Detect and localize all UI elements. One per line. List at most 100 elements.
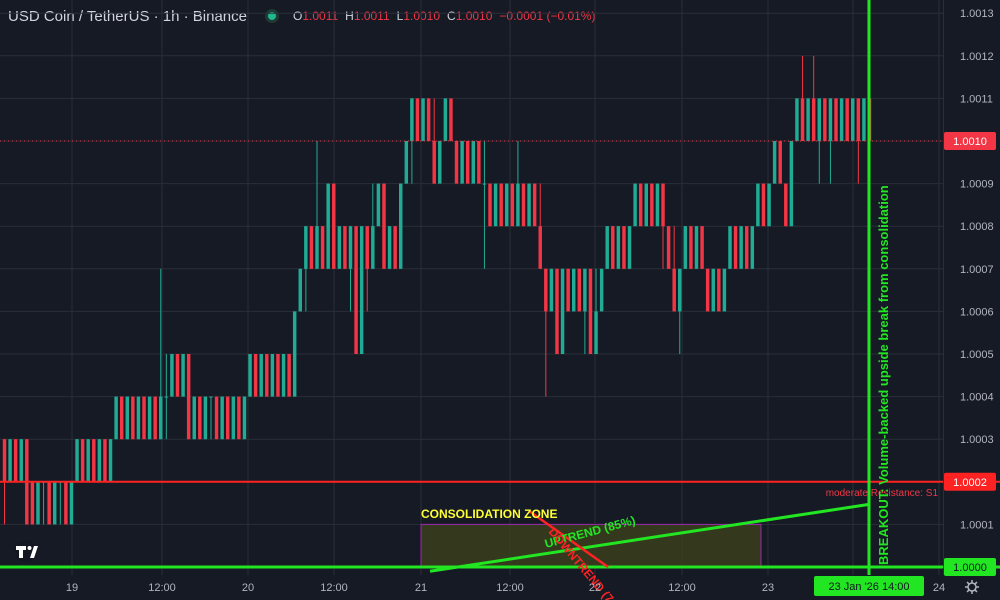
candle-body [756,183,760,227]
candle-body [516,183,520,227]
candle-body [225,396,230,440]
gear-tooth [974,581,978,585]
candle-body [175,354,180,397]
time-axis-label: 12:00 [496,582,524,594]
candle-body [678,268,682,312]
candle-body [432,141,436,184]
candle-body [354,226,358,354]
candle-body [527,183,531,227]
price-axis-label: 1.0001 [960,519,994,531]
candle-body [722,268,727,312]
candle-body [845,98,849,141]
uptrend-line[interactable] [429,502,870,573]
candle-body [549,268,554,312]
candle-body [387,226,392,269]
candle-body [52,481,57,525]
candle-body [326,183,330,269]
candle-body [2,439,7,482]
downtrend-line[interactable] [529,510,609,569]
candle-body [789,141,794,227]
candle-body [443,98,448,141]
candle-body [147,396,152,440]
candle-body [75,439,79,482]
candle-body [454,141,459,184]
candle-body [80,439,85,482]
candle-body [19,439,23,482]
breakout-label: BREAKOUT: Volume-backed upside break fro… [876,185,891,565]
candle-body [404,141,409,184]
candle-body [823,98,827,141]
candle-body [237,396,241,440]
price-axis-label: 1.0012 [960,51,994,63]
candle-body [465,141,470,184]
candle-body [393,226,397,269]
candle-body [36,481,40,525]
candle-body [449,98,453,141]
candle-body [761,183,766,227]
candle-body [220,396,224,440]
candle-body [136,396,141,440]
time-axis-label: 20 [242,582,254,594]
candle-body [97,439,102,482]
gear-tooth [966,589,970,593]
candle-body [276,354,280,397]
candle-body [209,396,213,398]
candle-body [839,98,844,141]
market-status-icon[interactable] [265,9,279,23]
candle-body [103,439,107,482]
candle-body [415,98,420,141]
candle-body [332,183,336,269]
candle-body [784,183,788,227]
candle-body [566,268,570,312]
candle-body [292,311,297,397]
candle-body [728,226,732,269]
candle-body [532,183,537,227]
candle-body [862,98,866,141]
gear-tooth [974,589,978,593]
candle-body [248,354,252,397]
time-axis-label: 19 [66,582,78,594]
time-axis-label: 12:00 [668,582,696,594]
candle-body [287,354,291,397]
candle-body [69,481,74,525]
candle-body [460,141,464,184]
candle-body [371,226,375,269]
change-value: −0.0001 (−0.01%) [499,9,596,23]
candle-body [242,396,247,440]
candle-body [477,141,481,184]
candle-body [488,183,492,227]
candle-body [231,396,236,440]
close-value: 1.0010 [455,9,493,23]
candle-body [438,141,442,184]
candle-body [700,226,704,269]
candle-body [795,98,799,141]
price-axis-label: 1.0005 [960,349,994,361]
candle-body [142,396,146,440]
candle-body [661,183,665,227]
candle-body [594,311,598,354]
open-value: 1.0011 [302,9,339,23]
candle-body [560,268,565,354]
candle-body [622,226,626,269]
candle-body [811,98,816,141]
time-axis-label: 23 [762,582,774,594]
candle-body [131,396,135,440]
candle-body [281,354,286,397]
tradingview-logo-icon[interactable] [10,540,42,562]
price-axis-label: 1.0011 [960,93,993,105]
price-axis-label: 1.0003 [960,434,994,446]
candle-body [505,183,509,227]
candle-body [8,439,12,482]
price-axis-label: 1.0009 [960,179,994,191]
candle-body [186,354,191,440]
consolidation-zone-label: CONSOLIDATION ZONE [421,507,557,521]
candle-body [772,141,777,184]
symbol-title[interactable]: USD Coin / TetherUS · 1h · Binance [8,7,247,25]
candle-body [259,354,263,397]
low-label: L [396,9,404,23]
settings-gear-icon[interactable] [965,580,979,594]
candle-body [181,354,185,397]
candle-body [683,226,688,269]
candle-body [806,98,810,141]
